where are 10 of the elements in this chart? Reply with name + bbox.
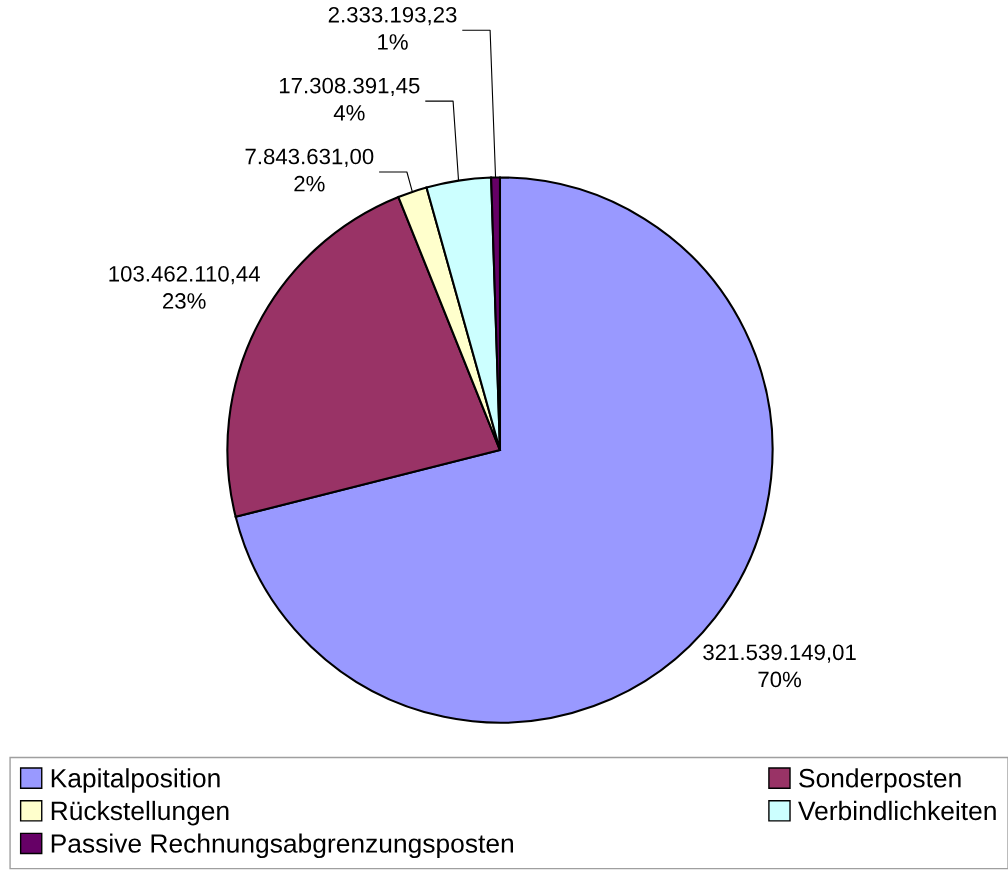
- legend-label: Passive Rechnungsabgrenzungsposten: [51, 833, 513, 859]
- data-label: 2.333.193,23 1%: [328, 6, 457, 50]
- data-label: 103.462.110,44 23%: [109, 265, 260, 309]
- legend-label: Kapitalposition: [51, 768, 220, 793]
- legend-label: Sonderposten: [799, 768, 961, 793]
- data-label: 321.539.149,01 70%: [703, 644, 856, 688]
- data-label: 7.843.631,00 2%: [245, 148, 374, 192]
- data-label: 17.308.391,45 4%: [279, 77, 420, 121]
- legend-label: Verbindlichkeiten: [798, 800, 996, 821]
- legend-label: Rückstellungen: [51, 800, 229, 826]
